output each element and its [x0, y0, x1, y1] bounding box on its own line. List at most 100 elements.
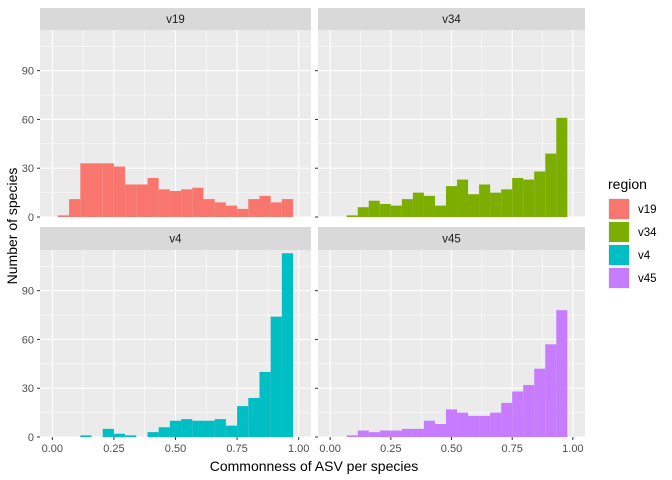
x-tick-label: 0.75 [226, 443, 247, 455]
histogram-bar [281, 199, 294, 217]
strip-label-v34: v34 [442, 14, 461, 26]
histogram-bar [113, 433, 126, 437]
histogram-bar [346, 435, 358, 437]
histogram-bar [379, 203, 391, 217]
histogram-bar [445, 186, 458, 217]
histogram-bar [434, 423, 446, 437]
histogram-bar [237, 406, 249, 437]
legend-label-v34: v34 [638, 227, 657, 239]
histogram-bar [434, 205, 446, 217]
histogram-bar [158, 189, 170, 217]
histogram-bar [501, 402, 513, 437]
histogram-bar [468, 194, 480, 217]
histogram-bar [346, 215, 358, 217]
histogram-bar [203, 199, 215, 217]
strip-label-v19: v19 [166, 14, 185, 26]
histogram-bar [468, 415, 480, 437]
histogram-bar [457, 179, 469, 217]
histogram-bar [556, 117, 568, 217]
histogram-bar [556, 310, 568, 437]
legend: region v19 v34 v4 v45 [608, 176, 657, 289]
strip-label-v45: v45 [442, 234, 461, 246]
y-tick-label: 0 [28, 212, 34, 224]
histogram-bar [490, 192, 502, 217]
histogram-bar [412, 428, 424, 437]
panels-layer: v19 0 30 60 90 v34 v4 0 30 60 90 0.00 0.25 0.50 0.75 1.… [22, 8, 585, 455]
histogram-bar [412, 192, 424, 217]
histogram-bar [237, 208, 249, 217]
strip-v4 [40, 227, 311, 250]
legend-swatch-v34 [609, 222, 629, 242]
histogram-bar [379, 430, 391, 437]
histogram-bar [401, 199, 413, 217]
histogram-bar [423, 195, 435, 217]
x-tick-label: 0.75 [501, 443, 522, 455]
histogram-bar [501, 189, 513, 217]
strip-label-v4: v4 [169, 234, 182, 246]
histogram-bar [523, 179, 535, 217]
x-tick-label: 0.00 [319, 443, 340, 455]
histogram-bar [357, 207, 369, 217]
histogram-bar [479, 184, 491, 217]
legend-label-v4: v4 [638, 250, 651, 262]
strip-v45 [318, 227, 585, 250]
y-tick-label: 90 [22, 66, 34, 78]
panel-v4: v4 0 30 60 90 0.00 0.25 0.50 0.75 1.00 [22, 227, 311, 455]
x-tick-label: 0.25 [103, 443, 124, 455]
legend-swatch-v45 [609, 268, 629, 288]
histogram-bar [401, 428, 413, 437]
x-tick-label: 1.00 [288, 443, 309, 455]
histogram-bar [225, 205, 238, 217]
y-tick-label: 60 [22, 114, 34, 126]
x-tick-label: 0.50 [441, 443, 462, 455]
histogram-bar [259, 371, 271, 437]
histogram-bar [512, 391, 524, 437]
histogram-bar [192, 420, 204, 437]
x-tick-label: 0.50 [165, 443, 186, 455]
panel-v19: v19 0 30 60 90 [22, 8, 311, 224]
histogram-bar [534, 171, 546, 217]
histogram-bar [281, 253, 294, 437]
legend-label-v19: v19 [638, 204, 657, 216]
histogram-bar [91, 163, 103, 217]
histogram-bar [390, 430, 402, 437]
histogram-bar [136, 184, 148, 217]
strip-v19 [40, 8, 311, 30]
histogram-bar [214, 202, 226, 217]
histogram-bar [147, 177, 159, 217]
histogram-bar [457, 412, 469, 437]
histogram-bar [545, 344, 557, 437]
histogram-bar [259, 195, 271, 217]
histogram-bar [390, 205, 402, 217]
x-tick-label: 1.00 [562, 443, 583, 455]
histogram-bar [545, 153, 557, 217]
histogram-bar [248, 199, 260, 217]
histogram-bar [479, 415, 491, 437]
strip-v34 [318, 8, 585, 30]
histogram-bar [225, 425, 238, 437]
y-axis-title: Number of species [4, 168, 20, 285]
histogram-bar [523, 384, 535, 437]
histogram-bar [512, 177, 524, 217]
histogram-bar [357, 430, 369, 437]
histogram-bar [270, 316, 282, 437]
histogram-bar [102, 428, 114, 437]
histogram-bar [203, 420, 215, 437]
histogram-bar [80, 163, 92, 217]
histogram-bar [113, 166, 126, 217]
y-tick-label: 90 [22, 286, 34, 298]
histogram-bar [80, 435, 92, 437]
histogram-bar [270, 202, 282, 217]
x-tick-label: 0.00 [42, 443, 63, 455]
y-tick-label: 30 [22, 383, 34, 395]
x-axis-title: Commonness of ASV per species [210, 458, 419, 474]
histogram-bar [57, 215, 70, 217]
histogram-bar [181, 419, 193, 437]
y-tick-label: 60 [22, 334, 34, 346]
histogram-bar [248, 397, 260, 437]
legend-title: region [608, 176, 647, 192]
histogram-bar [102, 163, 114, 217]
histogram-bar [169, 190, 182, 217]
histogram-bar [158, 427, 170, 437]
